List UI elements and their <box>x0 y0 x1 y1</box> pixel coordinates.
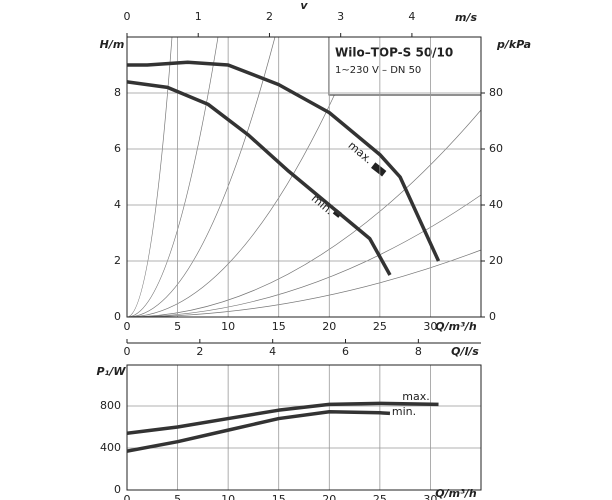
x-tick-label: 30 <box>423 493 437 500</box>
x-tick-label: 10 <box>221 320 235 333</box>
x-axis-label: Q/m³/h <box>435 320 477 333</box>
x2-axis-label: Q/l/s <box>451 345 479 358</box>
y-tick-label: 0 <box>114 310 121 323</box>
plot-frame <box>126 36 482 318</box>
x-tick-label: 5 <box>174 320 181 333</box>
x-tick-label: 5 <box>174 493 181 500</box>
y-tick-label: 800 <box>100 399 121 412</box>
x2-tick-label: 8 <box>415 345 422 358</box>
x2-tick-label: 6 <box>342 345 349 358</box>
x-axis-label: Q/m³/h <box>435 487 477 500</box>
x2-tick-label: 0 <box>124 10 131 23</box>
chart-title: Wilo–TOP-S 50/10 <box>335 46 453 60</box>
x2-axis-unit: m/s <box>455 11 477 24</box>
x2-tick-label: 4 <box>269 345 276 358</box>
chart-subtitle: 1~230 V – DN 50 <box>335 65 421 76</box>
y2-tick-label: 80 <box>489 86 503 99</box>
x-tick-label: 10 <box>221 493 235 500</box>
system-curves <box>126 36 482 318</box>
y2-tick-label: 20 <box>489 254 503 267</box>
x2-tick-label: 1 <box>195 10 202 23</box>
x-tick-label: 20 <box>322 493 336 500</box>
y-tick-label: 2 <box>114 254 121 267</box>
system-curve <box>126 249 482 318</box>
x2-tick-label: 2 <box>196 345 203 358</box>
y-tick-label: 0 <box>114 483 121 496</box>
system-curve <box>126 36 173 318</box>
y2-tick-label: 60 <box>489 142 503 155</box>
y2-tick-label: 0 <box>489 310 496 323</box>
y-tick-label: 4 <box>114 198 121 211</box>
y-tick-label: 400 <box>100 441 121 454</box>
x2-axis-label: v <box>300 0 308 12</box>
curve-label: max. <box>346 139 375 167</box>
max-marker <box>371 162 387 177</box>
x-tick-label: 15 <box>272 320 286 333</box>
curve <box>127 60 441 262</box>
x-tick-label: 25 <box>373 320 387 333</box>
system-curve <box>126 194 482 318</box>
x-tick-label: 0 <box>124 320 131 333</box>
curve-label: min. <box>392 405 416 418</box>
curve-label: max. <box>402 390 429 403</box>
x-tick-label: 15 <box>272 493 286 500</box>
curve <box>126 80 392 276</box>
y-tick-label: 8 <box>114 86 121 99</box>
system-curve <box>126 36 361 318</box>
plot-frame <box>126 364 482 491</box>
x-tick-label: 20 <box>322 320 336 333</box>
x2-tick-label: 4 <box>408 10 415 23</box>
y-axis-label: H/m <box>100 38 125 51</box>
y-tick-label: 6 <box>114 142 121 155</box>
x2-tick-label: 3 <box>337 10 344 23</box>
curve-label: min. <box>309 192 336 218</box>
x-tick-label: 0 <box>124 493 131 500</box>
system-curve <box>126 36 276 318</box>
y2-axis-label: p/kPa <box>496 38 531 51</box>
x2-tick-label: 2 <box>266 10 273 23</box>
x-tick-label: 30 <box>423 320 437 333</box>
curve <box>126 409 391 453</box>
curve <box>126 401 439 436</box>
x-tick-label: 25 <box>373 493 387 500</box>
y2-tick-label: 40 <box>489 198 503 211</box>
system-curve <box>126 109 482 318</box>
x2-tick-label: 0 <box>124 345 131 358</box>
y-axis-label: P₁/W <box>96 365 126 378</box>
system-curve <box>126 36 219 318</box>
